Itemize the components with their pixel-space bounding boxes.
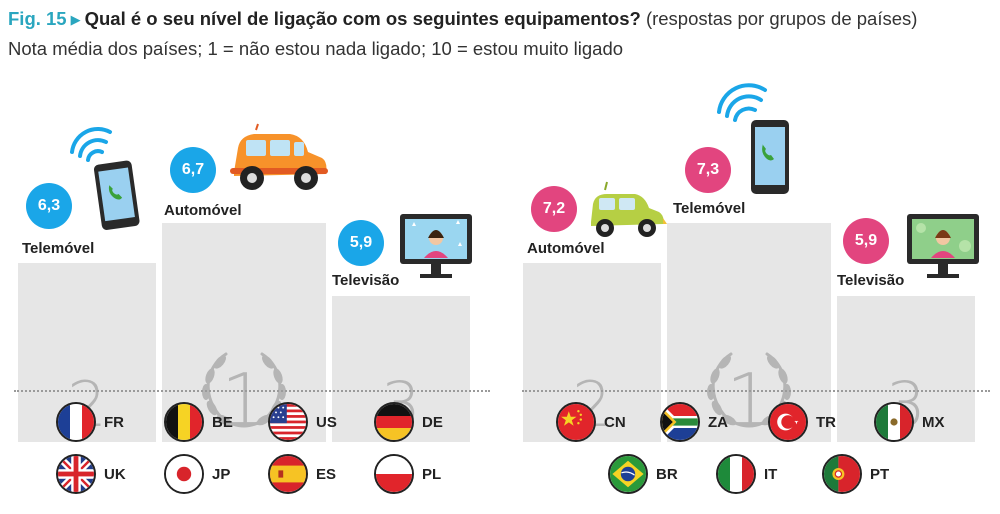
green-car-icon [591,181,667,237]
country-code: IT [764,466,778,483]
country-code: UK [104,466,126,483]
smartphone-icon [70,126,140,230]
flag-uk-icon [56,454,96,494]
divider [522,390,990,392]
flag-it-icon [716,454,756,494]
score-badge-televisao: 5,9 [843,218,889,264]
item-label-televisao: Televisão [332,272,400,289]
country-code: DE [422,414,443,431]
item-label-televisao: Televisão [837,272,905,289]
score-badge-automovel: 6,7 [170,147,216,193]
country-code: PL [422,466,442,483]
podium-group-1: 2 1 3 [10,60,490,442]
score-badge-televisao: 5,9 [338,220,384,266]
flag-us-icon [268,402,308,442]
score-badge-telemovel: 7,3 [685,147,731,193]
flag-jp-icon [164,454,204,494]
country-code: ZA [708,414,728,431]
flag-mx-icon [874,402,914,442]
item-label-telemovel: Telemóvel [22,240,95,257]
item-label-automovel: Automóvel [164,202,242,219]
rank-number: 1 [221,358,267,442]
flag-fr-icon [56,402,96,442]
item-label-automovel: Automóvel [527,240,605,257]
flag-za-icon [660,402,700,442]
figure-title: Fig. 15 ▶ Qual é o seu nível de ligação co… [8,8,917,30]
flag-es-icon [268,454,308,494]
score-badge-automovel: 7,2 [531,186,577,232]
figure-note: (respostas por grupos de países) [645,8,918,29]
figure-question: Qual é o seu nível de ligação com os seg… [84,8,641,29]
country-code: US [316,414,337,431]
country-code: ES [316,466,337,483]
podium-rank-3: 3 [837,296,975,442]
figure-subtitle: Nota média dos países; 1 = não estou nad… [8,38,624,59]
flag-be-icon [164,402,204,442]
flag-br-icon [608,454,648,494]
rank-number: 1 [726,358,772,442]
smartphone-icon [717,83,789,194]
flag-cn-icon [556,402,596,442]
country-code: FR [104,414,124,431]
orange-car-icon [230,123,328,190]
television-icon [400,214,472,278]
podium-group-2: 2 1 3 [515,60,995,442]
flag-pt-icon [822,454,862,494]
country-code: MX [922,414,945,431]
podium-rank-1: 1 [667,223,831,442]
country-code: PT [870,466,890,483]
television-icon [907,214,979,278]
flag-tr-icon [768,402,808,442]
country-code: CN [604,414,626,431]
divider [14,390,490,392]
score-badge-telemovel: 6,3 [26,183,72,229]
country-code: BR [656,466,678,483]
country-code: BE [212,414,233,431]
figure-number: Fig. 15 [8,8,67,29]
country-code: TR [816,414,836,431]
item-label-telemovel: Telemóvel [673,200,746,217]
flag-pl-icon [374,454,414,494]
arrow-icon: ▶ [70,12,81,27]
country-code: JP [212,466,231,483]
flag-de-icon [374,402,414,442]
